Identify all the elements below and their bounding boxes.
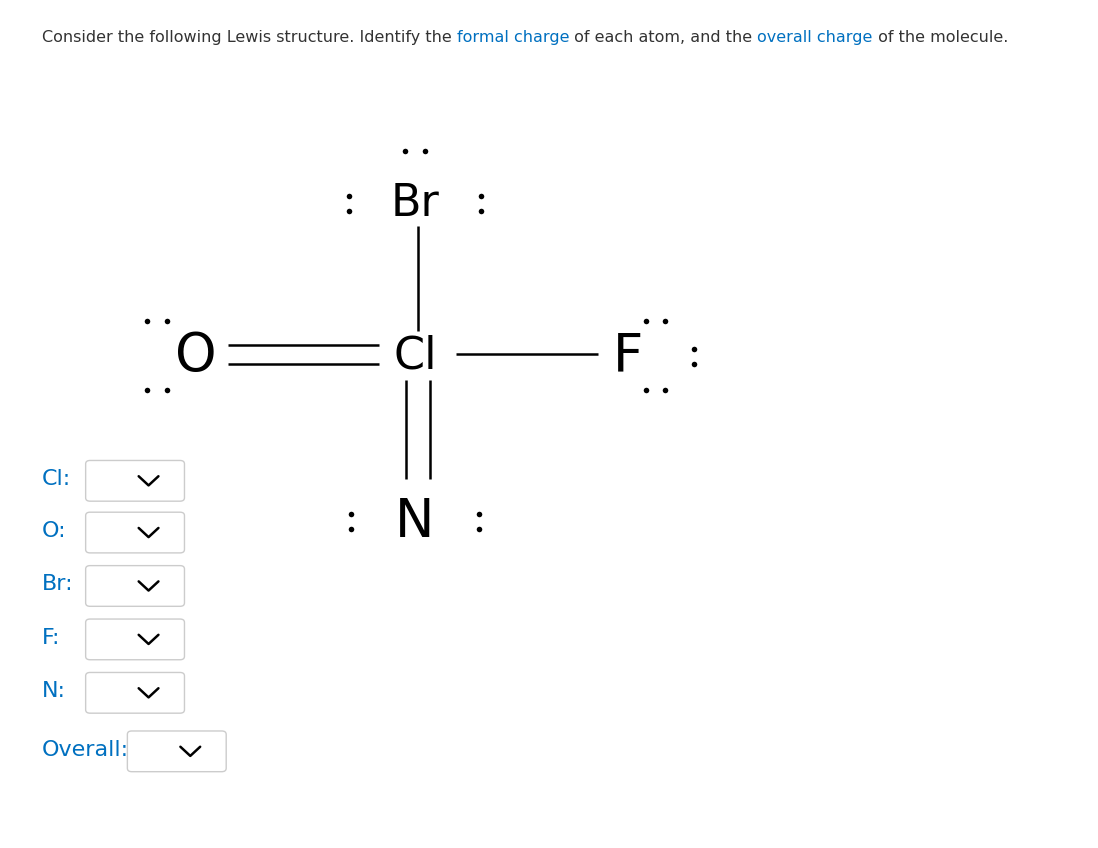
FancyBboxPatch shape [127,731,226,772]
Text: O:: O: [42,521,66,541]
FancyBboxPatch shape [86,460,184,501]
Text: of each atom, and the: of each atom, and the [569,30,758,45]
FancyBboxPatch shape [86,672,184,713]
Text: F:: F: [42,628,60,648]
Text: overall charge: overall charge [758,30,873,45]
Text: Br: Br [391,182,439,225]
Text: Cl: Cl [393,335,437,377]
Text: formal charge: formal charge [457,30,569,45]
Text: Cl:: Cl: [42,469,71,489]
Text: Overall:: Overall: [42,739,128,760]
Text: O: O [175,330,216,382]
FancyBboxPatch shape [86,512,184,553]
Text: N: N [395,495,435,548]
Text: of the molecule.: of the molecule. [873,30,1008,45]
Text: N:: N: [42,681,66,701]
Text: Consider the following Lewis structure. Identify the: Consider the following Lewis structure. … [42,30,457,45]
Text: Br:: Br: [42,574,74,594]
Text: F: F [613,330,643,382]
FancyBboxPatch shape [86,566,184,606]
FancyBboxPatch shape [86,619,184,660]
